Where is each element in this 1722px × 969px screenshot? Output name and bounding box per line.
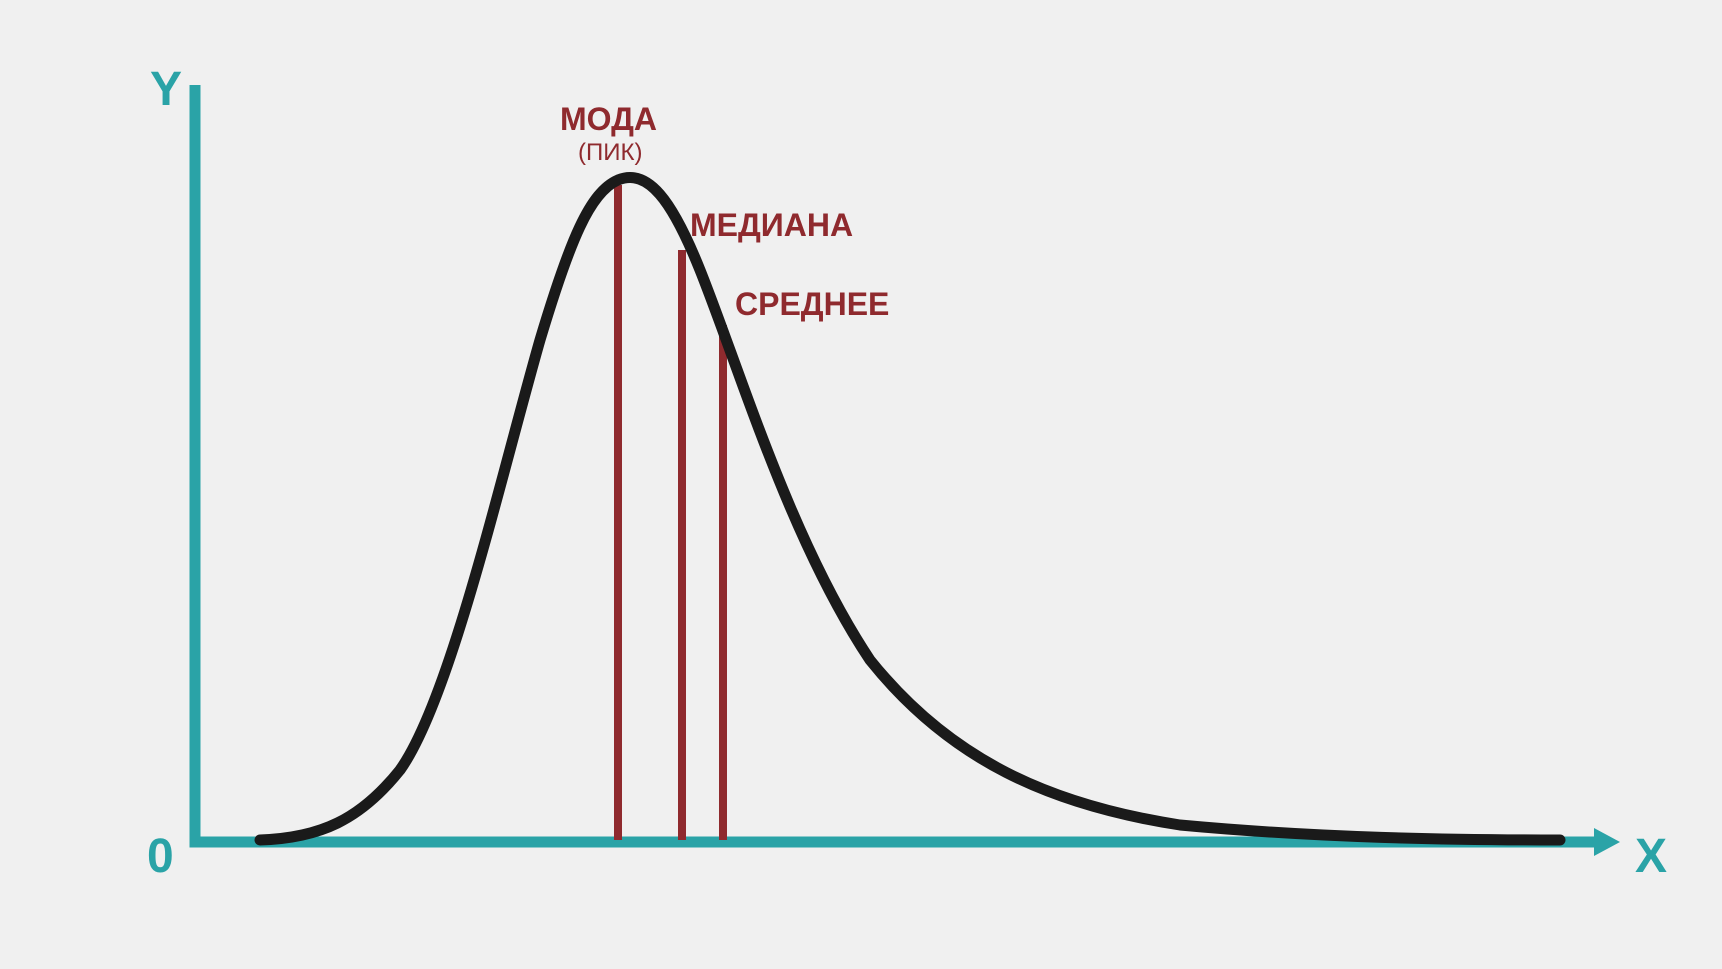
mode-label: МОДА — [560, 101, 657, 137]
chart-background — [0, 0, 1722, 964]
chart-svg: Y X 0 МОДА (ПИК) МЕДИАНА СРЕДНЕЕ — [0, 0, 1722, 964]
origin-label: 0 — [147, 830, 174, 883]
median-label: МЕДИАНА — [690, 207, 853, 243]
distribution-chart: Y X 0 МОДА (ПИК) МЕДИАНА СРЕДНЕЕ — [0, 0, 1722, 964]
y-axis-label: Y — [150, 63, 182, 116]
x-axis-label: X — [1635, 830, 1667, 883]
mode-sublabel: (ПИК) — [578, 139, 642, 166]
mean-label: СРЕДНЕЕ — [735, 286, 889, 322]
